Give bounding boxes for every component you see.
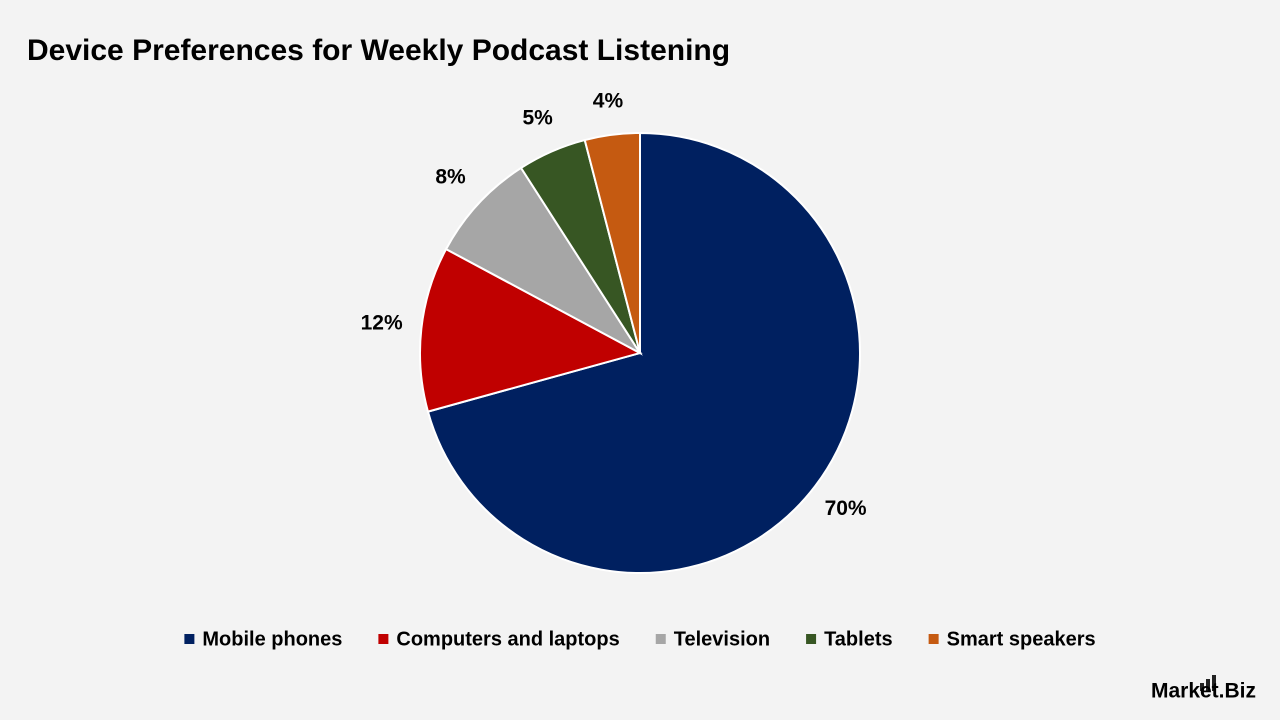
legend-marker: [928, 634, 939, 644]
legend-label: Smart speakers: [947, 628, 1096, 650]
chart-title: Device Preferences for Weekly Podcast Li…: [27, 34, 730, 67]
legend-label: Mobile phones: [202, 628, 342, 650]
pie-slice: [444, 166, 643, 356]
legend-label: Television: [674, 628, 770, 650]
logo: Market.Biz: [1151, 680, 1256, 703]
legend-marker: [184, 634, 195, 644]
legend-label: Tablets: [824, 628, 893, 650]
pie-slice: [419, 247, 643, 413]
data-label: 4%: [593, 90, 624, 113]
legend-label: Computers and laptops: [396, 628, 619, 650]
logo-bars: [1200, 675, 1216, 691]
pie-slice: [583, 131, 641, 354]
data-label: 8%: [435, 166, 466, 189]
legend-marker: [378, 634, 389, 644]
data-label: 5%: [522, 107, 553, 130]
legend-marker: [806, 634, 817, 644]
data-label: 12%: [361, 312, 403, 335]
pie-slice: [426, 131, 861, 574]
data-label: 70%: [825, 497, 867, 520]
legend-marker: [655, 634, 666, 644]
